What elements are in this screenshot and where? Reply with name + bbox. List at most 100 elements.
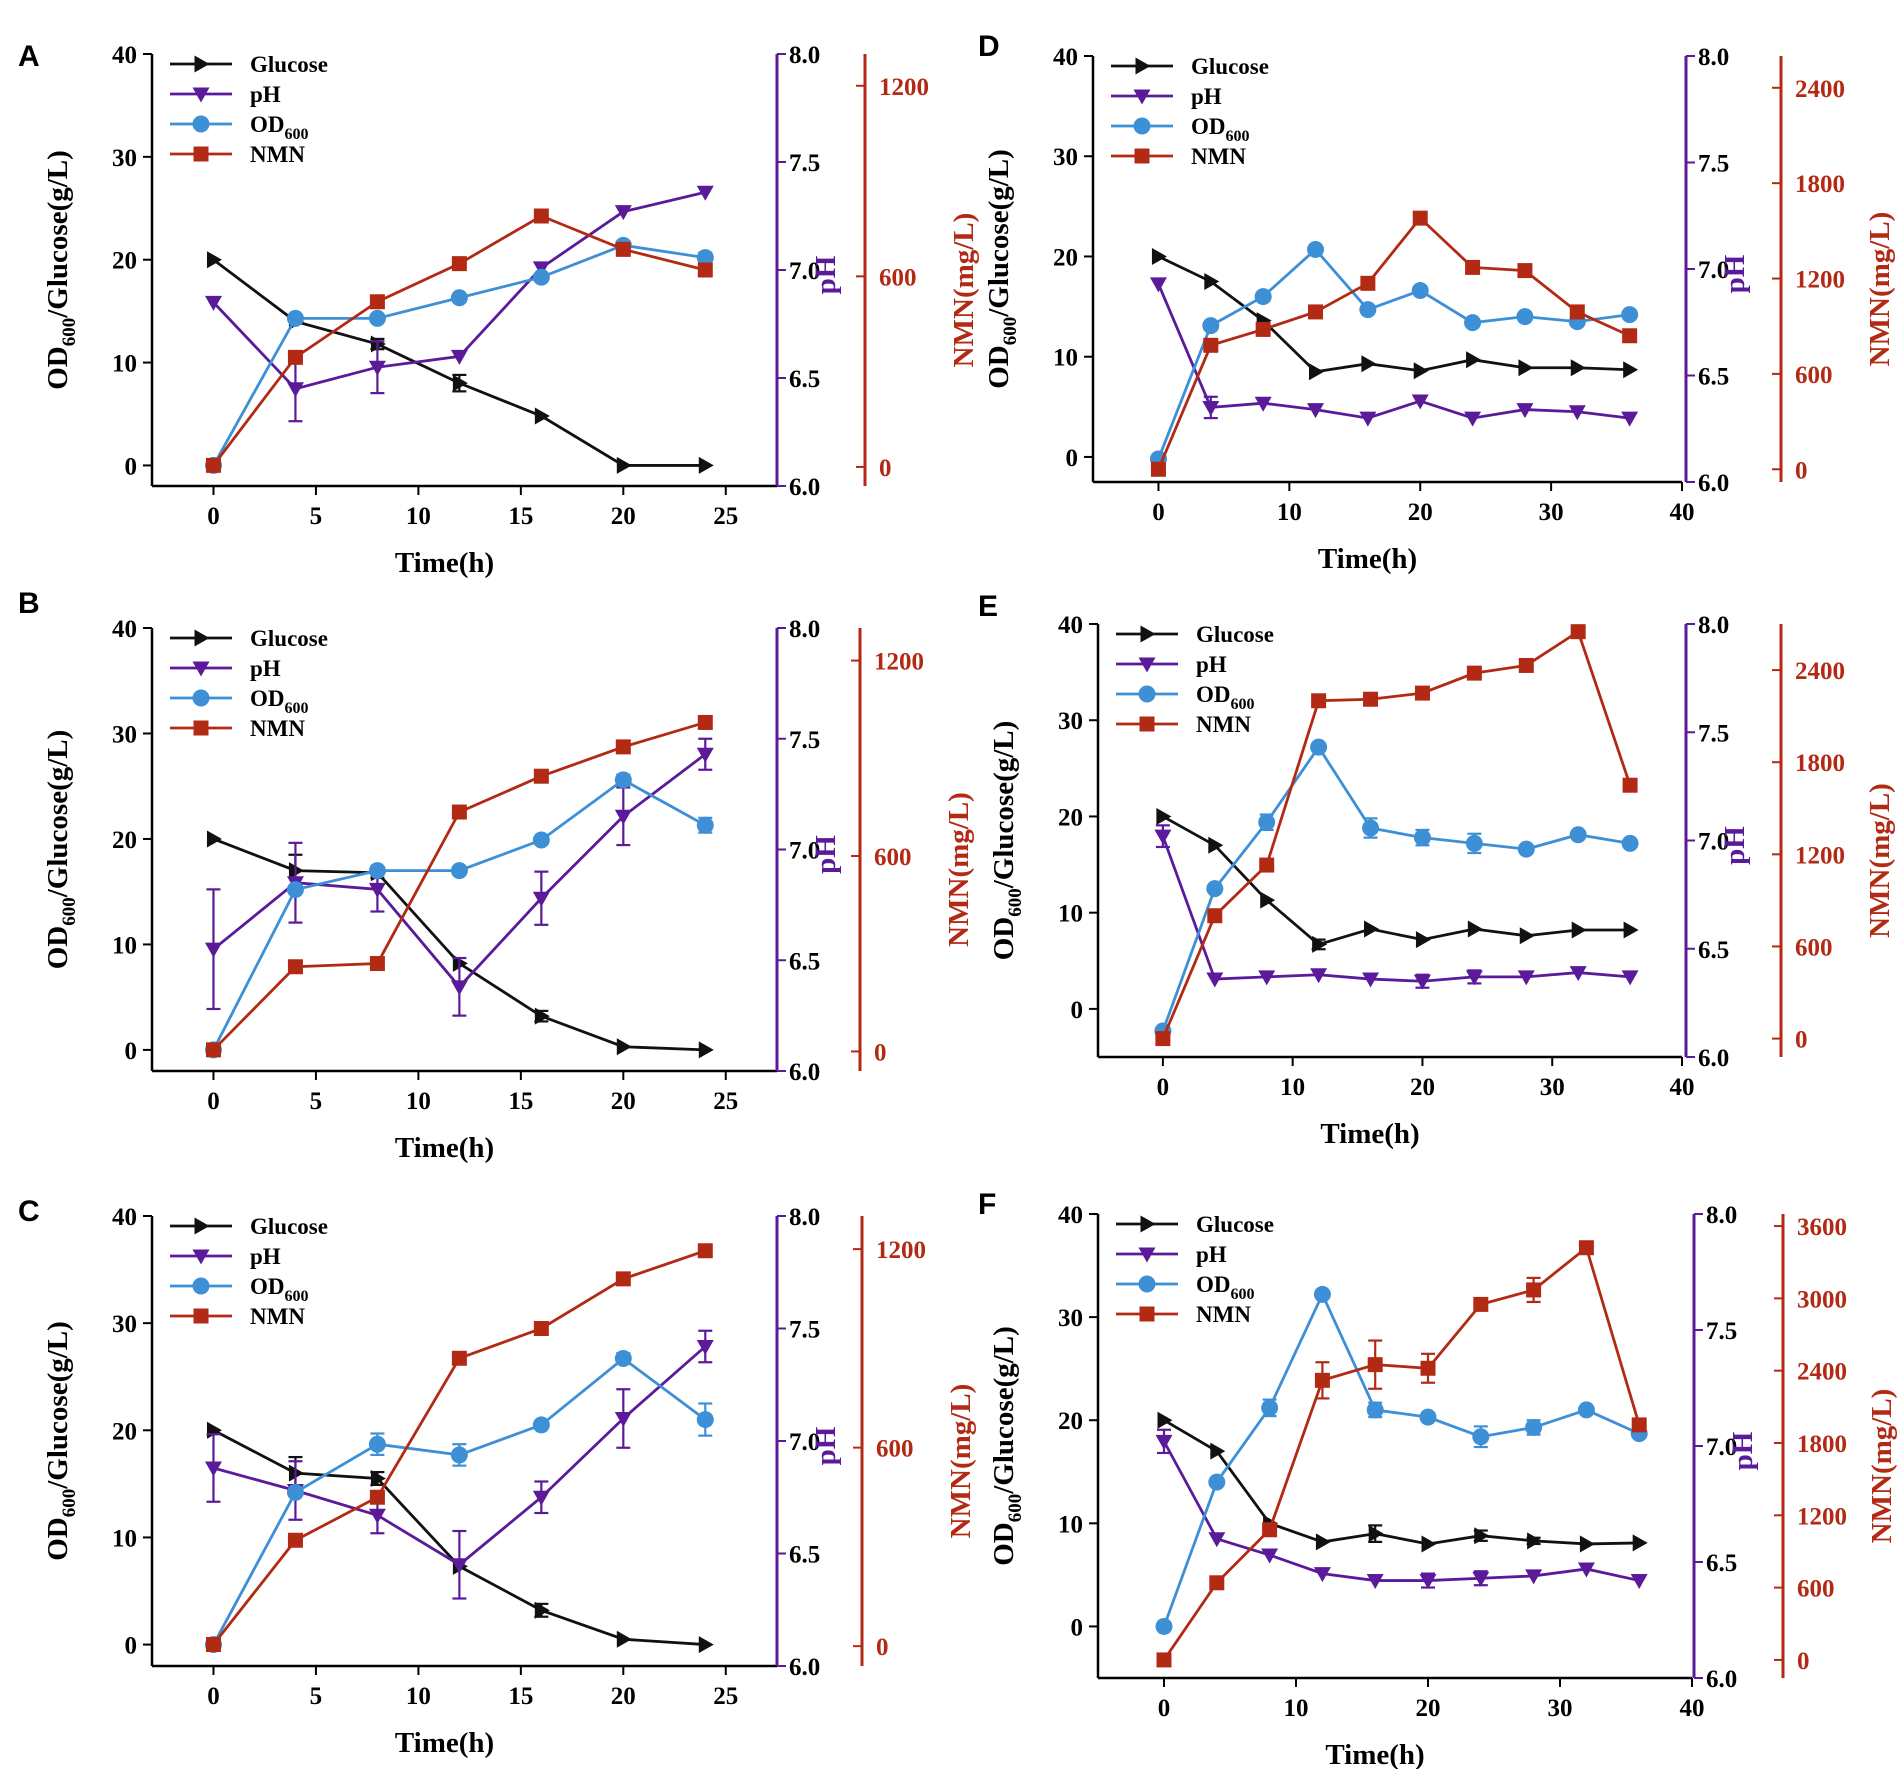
data-point bbox=[1362, 972, 1380, 988]
data-point bbox=[1310, 738, 1328, 756]
left-axis-title: OD600/Glucose(g/L) bbox=[983, 149, 1021, 389]
left-axis-title: OD600/Glucose(g/L) bbox=[42, 150, 80, 390]
ph-tick-label: 6.0 bbox=[789, 1654, 820, 1681]
x-tick-label: 15 bbox=[508, 503, 533, 530]
data-point bbox=[1259, 857, 1275, 873]
legend-label: Glucose bbox=[250, 52, 328, 77]
left-y-tick-label: 10 bbox=[1053, 345, 1078, 372]
x-tick-label: 30 bbox=[1539, 499, 1564, 526]
data-point bbox=[205, 457, 221, 473]
legend-marker bbox=[192, 689, 210, 707]
data-point bbox=[1419, 1408, 1437, 1426]
x-tick-label: 10 bbox=[1284, 1695, 1309, 1722]
ph-tick-label: 6.5 bbox=[789, 948, 820, 975]
legend-label-sub: 600 bbox=[285, 700, 309, 717]
x-tick-label: 20 bbox=[1416, 1695, 1441, 1722]
left-axis-title: OD600/Glucose(g/L) bbox=[42, 730, 80, 970]
legend-label-main: Glucose bbox=[1191, 54, 1269, 79]
data-point bbox=[696, 747, 714, 763]
x-tick-label: 0 bbox=[207, 1088, 220, 1115]
ph-tick-label: 7.5 bbox=[1698, 720, 1729, 747]
left-y-tick-label: 30 bbox=[112, 145, 137, 172]
nmn-tick-label: 1200 bbox=[879, 74, 929, 101]
legend-label: pH bbox=[250, 656, 281, 681]
data-point bbox=[1519, 927, 1535, 945]
left-y-tick-label: 30 bbox=[112, 721, 137, 748]
x-tick-label: 5 bbox=[310, 1683, 323, 1710]
legend-label: pH bbox=[250, 1244, 281, 1269]
nmn-axis-title: NMN(mg/L) bbox=[1864, 212, 1896, 367]
legend-label-main: OD bbox=[250, 1274, 285, 1299]
series-nmn bbox=[205, 1243, 713, 1652]
data-point bbox=[1569, 826, 1587, 844]
data-point bbox=[1361, 355, 1377, 373]
data-point bbox=[1363, 691, 1379, 707]
left-y-tick-label: 20 bbox=[112, 1418, 137, 1445]
data-point bbox=[287, 1532, 303, 1548]
data-point bbox=[1465, 834, 1483, 852]
legend-marker bbox=[1138, 1275, 1156, 1293]
legend-marker bbox=[1134, 148, 1150, 164]
ph-tick-label: 8.0 bbox=[789, 616, 820, 643]
data-point bbox=[1413, 829, 1431, 847]
nmn-axis-title: NMN(mg/L) bbox=[943, 792, 975, 947]
legend-marker bbox=[192, 661, 210, 677]
legend-label-main: OD bbox=[250, 686, 285, 711]
data-point bbox=[615, 241, 631, 257]
data-point bbox=[368, 862, 386, 880]
legend-marker bbox=[1140, 1215, 1156, 1233]
x-tick-label: 0 bbox=[207, 503, 220, 530]
ph-tick-label: 8.0 bbox=[1706, 1202, 1737, 1229]
legend-label-main: pH bbox=[1196, 1242, 1227, 1267]
x-tick-label: 25 bbox=[713, 1683, 738, 1710]
data-point bbox=[1414, 685, 1430, 701]
data-point bbox=[1262, 1522, 1278, 1538]
nmn-axis-title: NMN(mg/L) bbox=[945, 1384, 977, 1539]
left-axis-title-sub: 600 bbox=[59, 897, 80, 926]
panel-letter: A bbox=[18, 40, 40, 73]
data-point bbox=[1516, 403, 1534, 419]
data-point bbox=[1315, 1533, 1331, 1551]
data-point bbox=[1208, 1532, 1226, 1548]
left-y-tick-label: 20 bbox=[112, 827, 137, 854]
legend-label: pH bbox=[1196, 652, 1227, 677]
panel-letter: E bbox=[978, 590, 998, 623]
data-point bbox=[369, 294, 385, 310]
left-y-tick-label: 30 bbox=[1058, 1305, 1083, 1332]
legend-label-sub: 600 bbox=[285, 1288, 309, 1305]
left-y-tick-label: 20 bbox=[1058, 1408, 1083, 1435]
data-point bbox=[1202, 317, 1220, 335]
left-axis-title-main: OD bbox=[983, 345, 1015, 389]
nmn-tick-label: 600 bbox=[1797, 1576, 1835, 1603]
data-point bbox=[1366, 1401, 1384, 1419]
data-point bbox=[1517, 263, 1533, 279]
left-axis-title-rest: /Glucose(g/L) bbox=[42, 1321, 74, 1490]
data-point bbox=[1517, 840, 1535, 858]
series-line bbox=[1157, 247, 1630, 460]
data-point bbox=[204, 295, 222, 311]
data-point bbox=[1631, 1417, 1647, 1433]
left-y-tick-label: 20 bbox=[1053, 244, 1078, 271]
nmn-tick-label: 0 bbox=[1795, 457, 1808, 484]
left-axis-title-rest: /Glucose(g/L) bbox=[988, 1326, 1020, 1495]
legend-label-main: pH bbox=[250, 656, 281, 681]
legend-label: OD600 bbox=[1191, 114, 1250, 145]
series-line bbox=[212, 214, 706, 467]
left-axis-title-sub: 600 bbox=[1005, 888, 1026, 917]
data-point bbox=[1359, 411, 1377, 427]
data-point bbox=[1621, 411, 1639, 427]
series-od600 bbox=[1149, 240, 1639, 468]
ph-tick-label: 6.0 bbox=[1698, 470, 1729, 497]
data-point bbox=[368, 1435, 386, 1453]
data-point bbox=[1364, 920, 1380, 938]
data-point bbox=[370, 1470, 386, 1487]
legend-label-main: Glucose bbox=[250, 52, 328, 77]
data-point bbox=[1411, 282, 1429, 300]
data-point bbox=[1311, 693, 1327, 709]
data-point bbox=[451, 804, 467, 820]
x-tick-label: 20 bbox=[1410, 1074, 1435, 1101]
data-point bbox=[1261, 1399, 1279, 1417]
data-point bbox=[286, 881, 304, 899]
legend-marker bbox=[193, 1308, 209, 1324]
